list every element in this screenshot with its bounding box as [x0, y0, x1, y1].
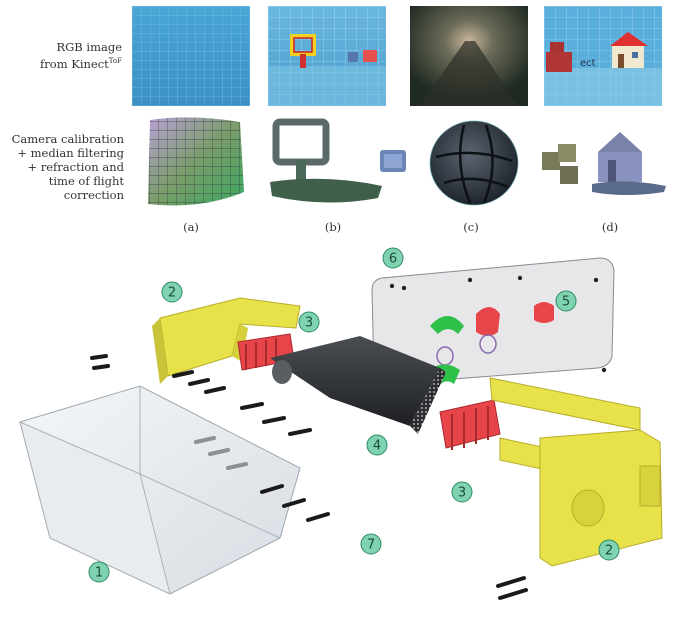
exploded-view: 6 2 3 5 4 3 7 [0, 238, 679, 633]
rgb-thumbnail-b [268, 6, 386, 106]
part-label-5-text: 5 [562, 295, 570, 310]
pointcloud-d [536, 118, 672, 216]
row-label-processing-line4: time of flight [48, 174, 124, 188]
pointcloud-a [140, 112, 250, 210]
pointcloud-a-image [148, 117, 244, 206]
row-label-processing-line2: + median filtering [17, 146, 124, 160]
part-label-4: 4 [366, 434, 388, 456]
part-label-6-text: 6 [389, 252, 397, 267]
rgb-thumbnail-b-image [268, 6, 386, 106]
subcaption-b: (b) [324, 220, 342, 234]
rgb-thumbnail-a [132, 6, 250, 106]
part-label-3-left-text: 3 [305, 316, 313, 331]
part-label-7: 7 [360, 533, 382, 555]
row-label-rgb-line1: RGB image [56, 40, 122, 54]
pointcloud-b [266, 112, 418, 210]
row-label-processing-line5: correction [63, 188, 124, 202]
pointcloud-d-image [542, 132, 666, 195]
subcaption-d: (d) [601, 220, 619, 234]
row-label-rgb: RGB image from KinectToF [10, 40, 122, 71]
part-label-2-right: 2 [598, 539, 620, 561]
pointcloud-b-image [270, 118, 406, 203]
glass-housing [19, 385, 301, 595]
row-label-rgb-line2: from Kinect [40, 56, 109, 71]
row-label-rgb-superscript: ToF [108, 57, 122, 65]
rgb-thumbnail-c-image [410, 6, 528, 106]
rgb-thumbnail-a-image [132, 6, 250, 106]
part-label-2-left-text: 2 [168, 286, 176, 301]
back-plate [371, 257, 615, 385]
kinect-sensor [270, 336, 446, 434]
part-label-3-right-text: 3 [458, 486, 466, 501]
red-clip-right [439, 399, 501, 450]
row-label-processing-line3: + refraction and [27, 160, 124, 174]
screws [90, 354, 528, 600]
part-label-4-text: 4 [373, 439, 381, 454]
part-labels: 6 2 3 5 4 3 7 [88, 247, 620, 583]
part-label-3-left: 3 [298, 311, 320, 333]
yellow-bracket-right [489, 377, 663, 567]
part-label-6: 6 [382, 247, 404, 269]
part-label-3-right: 3 [451, 481, 473, 503]
pointcloud-c-image [429, 120, 519, 206]
part-label-1: 1 [88, 561, 110, 583]
part-label-5: 5 [555, 290, 577, 312]
rgb-thumbnail-d: ect [544, 6, 662, 106]
rgb-thumbnail-c [410, 6, 528, 106]
part-label-2-right-text: 2 [605, 544, 613, 559]
exploded-view-drawing: 6 2 3 5 4 3 7 [19, 247, 663, 600]
row-label-processing-line1: Camera calibration [11, 132, 124, 146]
subcaption-c: (c) [463, 220, 479, 234]
screws-gray [194, 436, 248, 470]
rgb-thumbnail-d-image: ect [544, 6, 662, 106]
row-label-processing: Camera calibration + median filtering + … [4, 132, 124, 202]
subcaption-a: (a) [183, 220, 199, 234]
rgb-thumbnail-d-text: ect [580, 58, 596, 69]
part-label-7-text: 7 [367, 538, 375, 553]
part-label-1-text: 1 [95, 566, 103, 581]
part-label-2-left: 2 [161, 281, 183, 303]
pointcloud-c [424, 116, 524, 214]
